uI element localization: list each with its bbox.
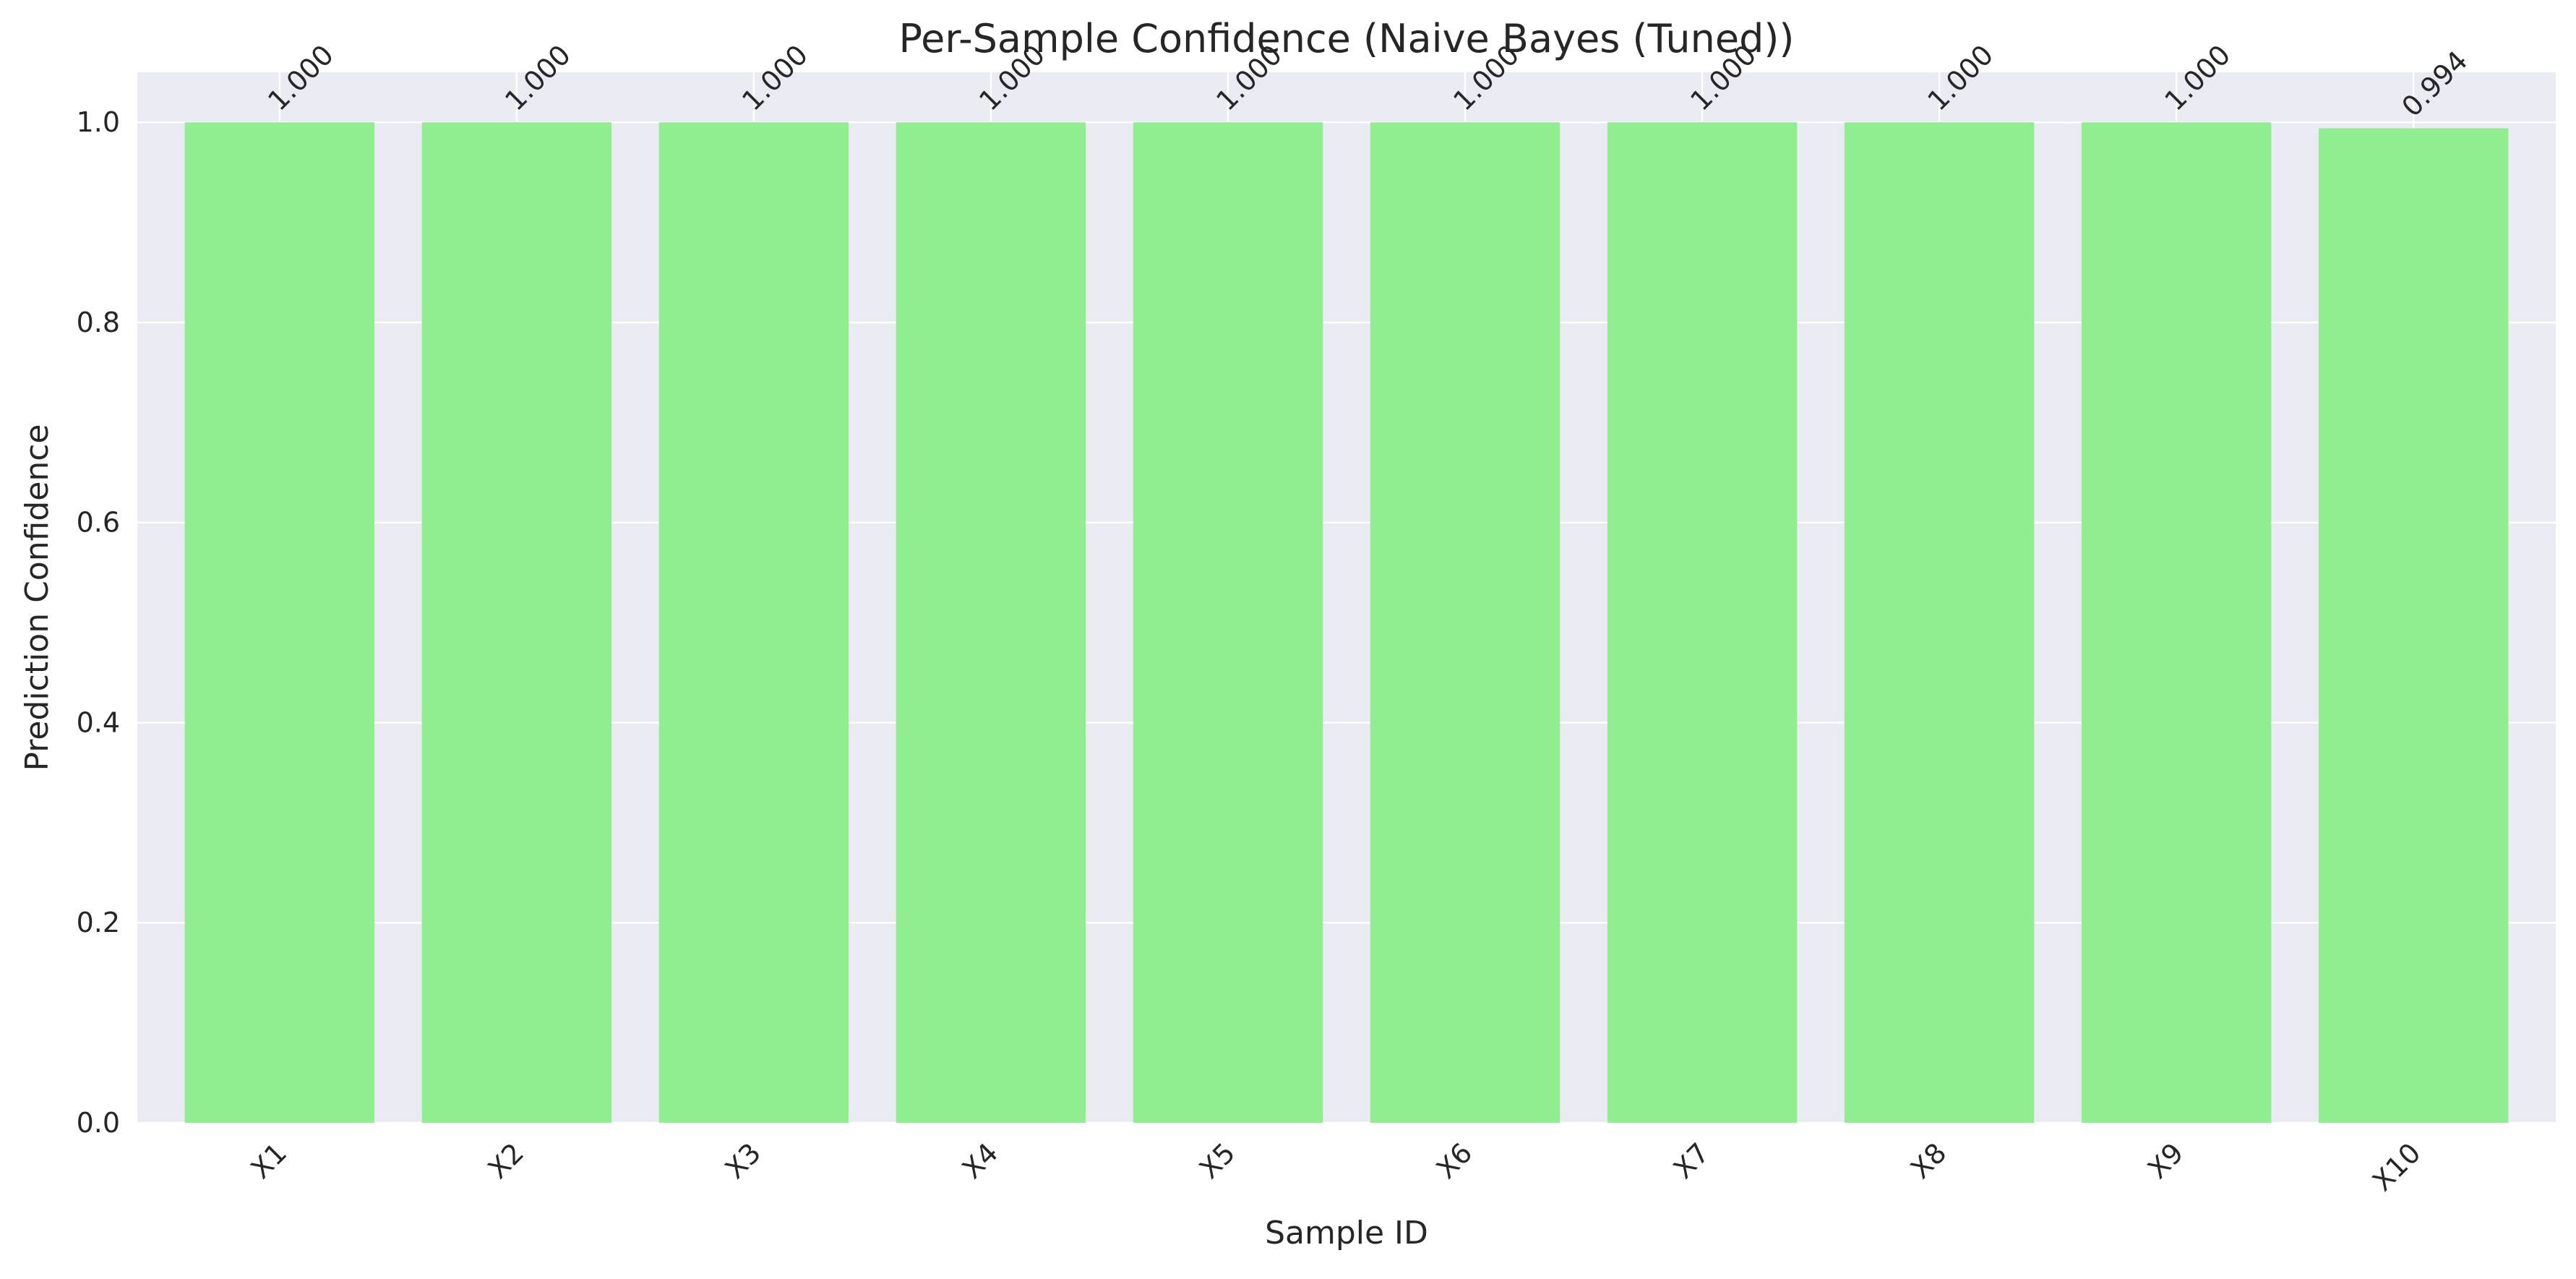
bar-x7 <box>1607 122 1798 1124</box>
bars <box>184 122 2509 1124</box>
bar-x3 <box>658 122 849 1124</box>
y-tick-label: 0.6 <box>77 507 120 539</box>
x-tick-label: X7 <box>1667 1137 1716 1185</box>
x-tick-label: X5 <box>1193 1137 1242 1185</box>
x-tick-label: X1 <box>245 1137 293 1185</box>
y-tick-label: 1.0 <box>77 106 120 138</box>
bar-x2 <box>421 122 612 1124</box>
x-axis-label: Sample ID <box>1265 1215 1428 1252</box>
bar-x8 <box>1844 122 2035 1124</box>
bar-x1 <box>184 122 375 1124</box>
x-axis-ticks: X1 X2 X3 X4 X5 X6 X7 X8 X9 X10 <box>245 1137 2427 1197</box>
x-tick-label: X4 <box>956 1137 1005 1185</box>
y-tick-label: 0.8 <box>77 307 120 338</box>
x-tick-label: X6 <box>1430 1137 1479 1185</box>
bar-x10 <box>2318 128 2509 1124</box>
bar-x9 <box>2081 122 2272 1124</box>
x-tick-label: X8 <box>1905 1137 1953 1185</box>
bar-x6 <box>1370 122 1560 1124</box>
x-tick-label: X10 <box>2366 1137 2427 1197</box>
y-tick-label: 0.4 <box>77 706 120 738</box>
y-tick-label: 0.0 <box>77 1107 120 1139</box>
y-axis-label: Prediction Confidence <box>19 424 56 771</box>
x-tick-label: X2 <box>482 1137 531 1185</box>
x-tick-label: X3 <box>719 1137 768 1185</box>
y-tick-label: 0.2 <box>77 907 120 938</box>
bar-x4 <box>896 122 1086 1124</box>
bar-x5 <box>1133 122 1323 1124</box>
x-tick-label: X9 <box>2142 1137 2190 1185</box>
y-axis-ticks: 0.0 0.2 0.4 0.6 0.8 1.0 <box>77 106 120 1139</box>
chart-title: Per-Sample Confidence (Naive Bayes (Tune… <box>899 16 1795 61</box>
